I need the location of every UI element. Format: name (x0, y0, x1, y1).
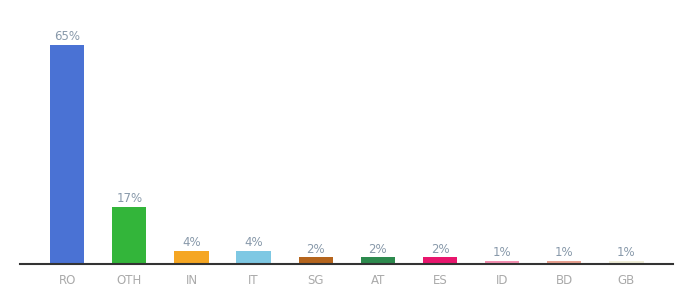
Bar (609, 261, 643, 264)
Text: 4%: 4% (182, 236, 201, 249)
Bar (237, 250, 271, 264)
Text: 1%: 1% (555, 246, 574, 259)
Text: 17%: 17% (116, 192, 142, 205)
Bar (361, 257, 395, 264)
Text: 1%: 1% (493, 246, 511, 259)
Bar (423, 257, 457, 264)
Bar (299, 257, 333, 264)
Text: 4%: 4% (244, 236, 263, 249)
Bar (547, 261, 581, 264)
Bar (174, 250, 209, 264)
Bar (112, 207, 146, 264)
Text: 2%: 2% (369, 243, 387, 256)
Text: 2%: 2% (430, 243, 449, 256)
Text: 2%: 2% (307, 243, 325, 256)
Bar (50, 45, 84, 264)
Text: 65%: 65% (54, 30, 80, 43)
Bar (485, 261, 520, 264)
Text: 1%: 1% (617, 246, 636, 259)
